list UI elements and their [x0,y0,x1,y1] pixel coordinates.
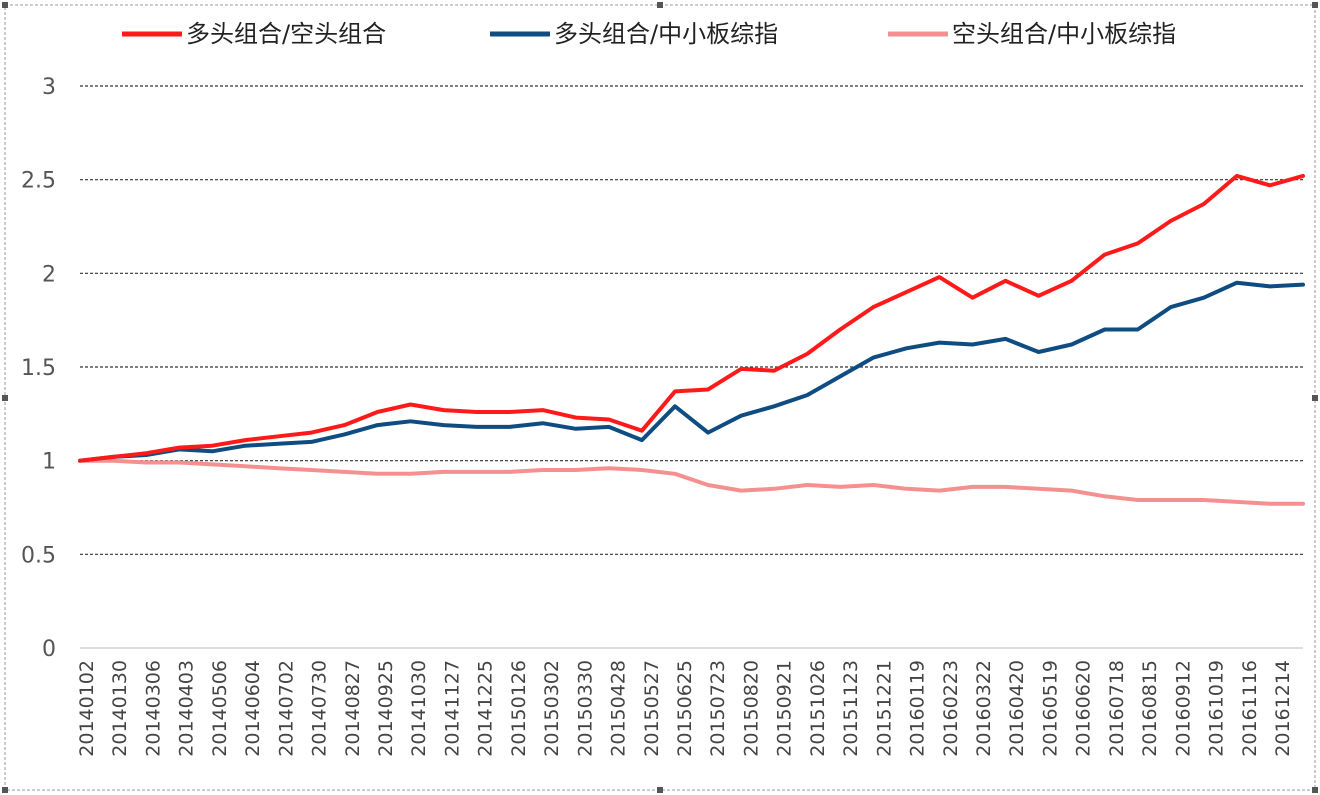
series-layer [78,173,1305,506]
x-tick-label: 20150302 [541,660,563,757]
x-tick-label: 20140102 [76,660,98,757]
x-tick-label: 20150921 [774,660,796,757]
x-tick-label: 20160119 [907,660,929,757]
legend: 多头组合/空头组合 多头组合/中小板综指 空头组合/中小板综指 [122,20,1176,48]
series-line-3 [78,458,1305,506]
x-tick-label: 20150527 [641,660,663,757]
resize-handle-middle-left[interactable] [2,395,8,401]
y-axis-ticks: 0 0.5 1 1.5 2 2.5 3 [21,75,56,662]
x-tick-label: 20150820 [740,660,762,757]
resize-handle-top-center[interactable] [657,2,663,8]
x-tick-label: 20140730 [309,660,331,757]
y-tick-label: 2 [42,262,56,287]
x-tick-label: 20140702 [275,660,297,757]
x-tick-label: 20161019 [1206,660,1228,757]
x-tick-label: 20140827 [342,660,364,757]
x-tick-label: 20150625 [674,660,696,757]
x-tick-label: 20160420 [1006,660,1028,757]
resize-handle-bottom-left[interactable] [2,787,8,793]
resize-handle-top-left[interactable] [2,2,8,8]
y-tick-label: 0.5 [21,543,56,568]
x-tick-label: 20160912 [1172,660,1194,757]
x-tick-label: 20150428 [608,660,630,757]
x-tick-label: 20161116 [1239,660,1261,757]
legend-label-1: 多头组合/空头组合 [186,20,386,48]
resize-handle-bottom-right[interactable] [1312,787,1318,793]
x-tick-label: 20141127 [441,660,463,757]
grid-layer [80,85,1303,649]
x-tick-label: 20160223 [940,660,962,757]
x-tick-label: 20161214 [1272,660,1294,757]
x-tick-label: 20151123 [840,660,862,757]
x-axis-ticks: 20140102 20140130 20140306 20140403 20140506… [76,660,1294,757]
x-tick-label: 20140506 [209,660,231,757]
x-tick-label: 20160519 [1039,660,1061,757]
y-tick-label: 3 [42,75,56,100]
x-tick-label: 20160718 [1106,660,1128,757]
y-tick-label: 1.5 [21,356,56,381]
series-line-1 [78,173,1305,463]
x-tick-label: 20150330 [574,660,596,757]
x-tick-label: 20141030 [408,660,430,757]
x-tick-label: 20151221 [873,660,895,757]
resize-handle-bottom-center[interactable] [657,787,663,793]
x-tick-label: 20160815 [1139,660,1161,757]
resize-handle-top-right[interactable] [1312,2,1318,8]
x-tick-label: 20140403 [176,660,198,757]
x-tick-label: 20140306 [142,660,164,757]
x-tick-label: 20160620 [1073,660,1095,757]
x-tick-label: 20140604 [242,660,264,757]
x-tick-label: 20140130 [109,660,131,757]
x-tick-label: 20160322 [973,660,995,757]
x-tick-label: 20151026 [807,660,829,757]
resize-handle-middle-right[interactable] [1312,395,1318,401]
y-tick-label: 2.5 [21,169,56,194]
series-line-2 [78,280,1305,463]
x-tick-label: 20150723 [707,660,729,757]
legend-label-2: 多头组合/中小板综指 [554,20,778,48]
legend-label-3: 空头组合/中小板综指 [952,20,1176,48]
x-tick-label: 20150126 [508,660,530,757]
y-tick-label: 0 [42,637,56,662]
y-tick-label: 1 [42,450,56,475]
x-tick-label: 20141225 [475,660,497,757]
x-tick-label: 20140925 [375,660,397,757]
